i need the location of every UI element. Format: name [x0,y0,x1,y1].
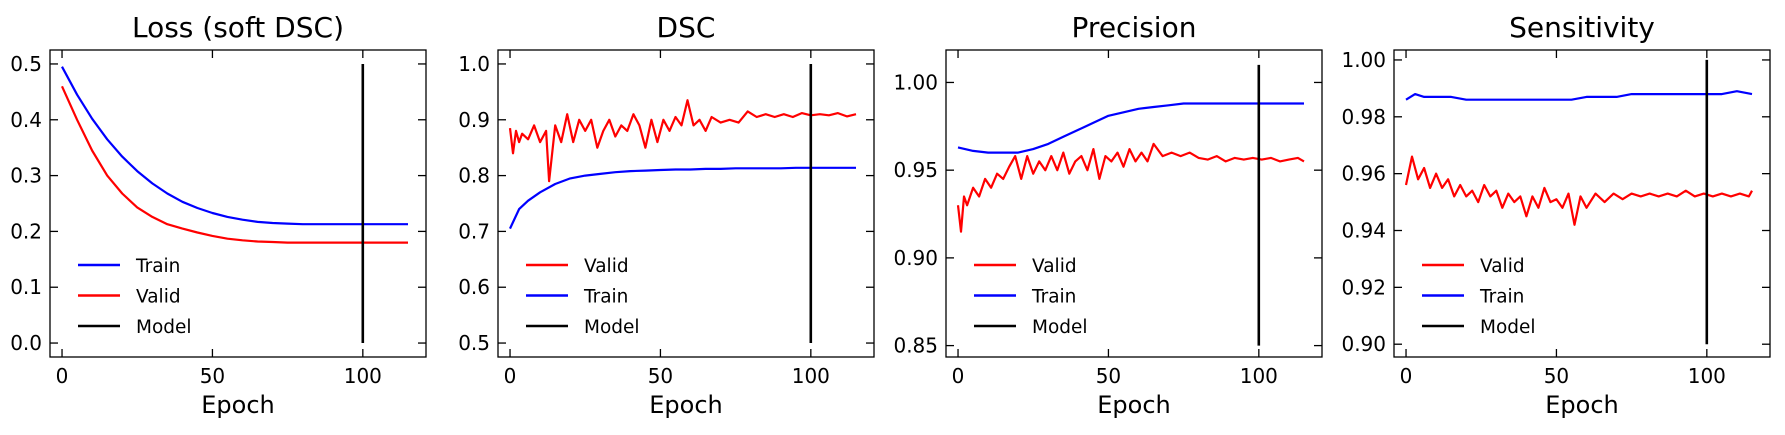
y-tick-label: 0.3 [10,164,42,188]
legend-label-valid: Valid [584,256,629,277]
chart-title: Loss (soft DSC) [132,11,344,44]
chart-panel-3: 0 50 100 0.85 0.90 0.95 1.00 Precision Epoch Vali… [893,11,1323,419]
series-line-train [509,166,856,230]
chart-title: Precision [1072,11,1197,44]
legend-label-train: Train [135,256,180,277]
legend: Valid Train Model [1422,256,1536,338]
chart-title: DSC [657,11,716,44]
x-axis-label: Epoch [1545,391,1619,419]
series-line-train [61,66,408,226]
series-line-valid [60,85,408,244]
legend-label-model: Model [1480,317,1536,338]
y-tick-label: 1.00 [893,70,938,94]
y-tick-label: 0.5 [458,331,490,355]
y-tick-label: 0.95 [893,158,938,182]
x-tick-label: 100 [344,364,382,388]
plot-frame [1393,49,1771,358]
x-tick-label: 50 [648,364,673,388]
legend-label-train: Train [583,287,628,308]
legend-label-valid: Valid [136,287,181,308]
x-axis-label: Epoch [1097,391,1171,419]
chart-title: Sensitivity [1509,11,1655,44]
series-line-train [1405,90,1753,101]
y-tick-label: 0.8 [458,164,490,188]
y-tick-label: 0.2 [10,219,42,243]
y-tick-label: 0.90 [893,246,938,270]
legend-label-model: Model [136,317,192,338]
x-axis-label: Epoch [649,391,723,419]
legend-label-model: Model [584,317,640,338]
legend-label-valid: Valid [1032,256,1077,277]
y-tick-label: 0.90 [1341,332,1386,356]
y-tick-label: 0.85 [893,334,938,358]
plot-frame [945,49,1323,358]
series-line-valid [956,142,1305,233]
legend-label-train: Train [1479,287,1524,308]
y-tick-label: 1.00 [1341,48,1386,72]
x-tick-label: 50 [200,364,225,388]
chart-panel-2: 0 50 100 0.5 0.6 0.7 0.8 0.9 1.0 DSC Epoch Valid Tra… [458,11,875,419]
y-tick-label: 0.7 [458,219,490,243]
x-tick-label: 50 [1096,364,1121,388]
x-tick-label: 0 [1400,364,1413,388]
series-line-valid [1404,155,1753,226]
y-tick-label: 0.98 [1341,105,1386,129]
y-tick-label: 0.96 [1341,162,1386,186]
plot-frame [49,49,427,358]
x-tick-label: 50 [1544,364,1569,388]
y-tick-label: 0.6 [458,275,490,299]
series-line-valid [508,99,857,183]
x-tick-label: 100 [1688,364,1726,388]
chart-panel-1: 0 50 100 0.0 0.1 0.2 0.3 0.4 0.5 Loss (soft DSC) E… [10,11,427,419]
legend: Train Valid Model [78,256,192,338]
legend-label-model: Model [1032,317,1088,338]
y-tick-label: 0.4 [10,108,42,132]
legend-label-train: Train [1031,287,1076,308]
y-tick-label: 0.9 [458,108,490,132]
series-line-train [957,102,1304,154]
x-tick-label: 0 [504,364,517,388]
x-tick-label: 100 [1240,364,1278,388]
chart-panel-4: 0 50 100 0.90 0.92 0.94 0.96 0.98 1.00 Sensitivit… [1341,11,1771,419]
x-tick-label: 0 [56,364,69,388]
y-tick-label: 0.1 [10,275,42,299]
y-tick-label: 0.92 [1341,275,1386,299]
legend: Valid Train Model [974,256,1088,338]
legend: Valid Train Model [526,256,640,338]
plot-frame [497,49,875,358]
legend-label-valid: Valid [1480,256,1525,277]
y-tick-label: 0.5 [10,52,42,76]
y-tick-label: 1.0 [458,52,490,76]
y-tick-label: 0.0 [10,331,42,355]
y-tick-label: 0.94 [1341,219,1386,243]
x-axis-label: Epoch [201,391,275,419]
x-tick-label: 0 [952,364,965,388]
x-tick-label: 100 [792,364,830,388]
